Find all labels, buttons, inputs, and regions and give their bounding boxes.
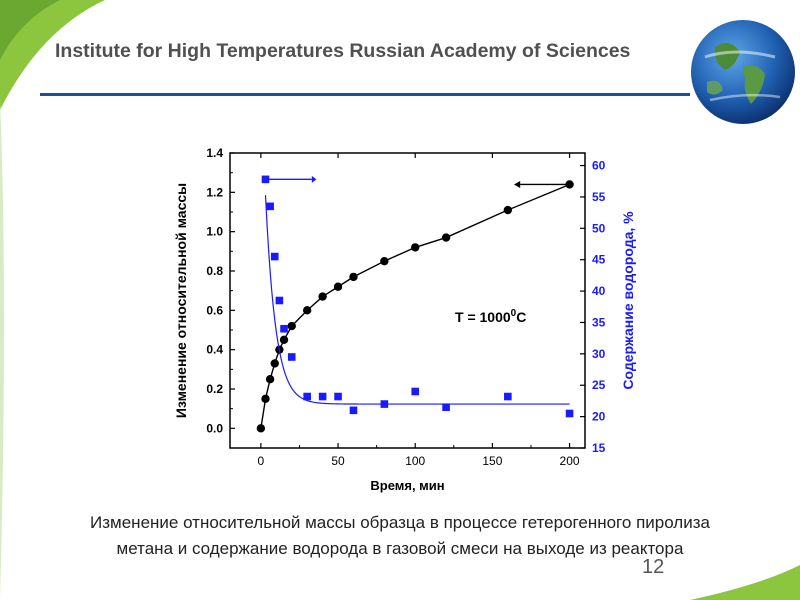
mass-data-point — [333, 282, 343, 291]
temperature-annotation: T = 10000C — [455, 308, 526, 325]
mass-data-point — [302, 306, 312, 315]
x-tick-label: 0 — [258, 454, 265, 468]
hydrogen-data-point — [270, 252, 279, 261]
y-left-tick-label: 1.0 — [206, 225, 223, 239]
y-right-tick-label: 20 — [592, 410, 606, 424]
mass-data-point — [503, 205, 513, 215]
y-left-tick-label: 0.0 — [206, 421, 223, 435]
y-left-tick-label: 1.4 — [206, 146, 223, 160]
y-left-axis-label: Изменение относительной массы — [173, 183, 189, 418]
mass-data-point — [380, 256, 389, 266]
hydrogen-data-point — [349, 406, 358, 415]
mass-data-point — [256, 424, 266, 433]
x-tick-label: 150 — [482, 454, 502, 468]
mass-data-point — [261, 394, 270, 404]
hydrogen-data-point — [266, 202, 274, 211]
header-rule — [40, 93, 690, 96]
hydrogen-data-point — [287, 353, 296, 361]
page-number: 12 — [642, 556, 665, 578]
y-right-tick-label: 45 — [592, 253, 606, 267]
x-axis-label: Время, мин — [370, 478, 444, 493]
hydrogen-data-point — [411, 387, 420, 396]
y-left-tick-label: 0.2 — [206, 382, 223, 396]
x-tick-label: 100 — [405, 454, 425, 468]
hydrogen-data-point — [275, 296, 284, 305]
y-right-tick-label: 60 — [592, 159, 606, 173]
y-right-tick-label: 55 — [592, 190, 606, 204]
hydrogen-data-point — [280, 324, 288, 333]
header-title: Institute for High Temperatures Russian … — [55, 40, 631, 62]
y-right-tick-label: 30 — [592, 347, 606, 361]
mass-data-point — [318, 292, 327, 301]
mass-data-point — [265, 374, 275, 384]
hydrogen-data-point — [504, 392, 512, 401]
y-left-tick-label: 0.8 — [206, 264, 223, 278]
hydrogen-data-point — [334, 392, 342, 401]
y-right-tick-label: 15 — [592, 441, 606, 455]
y-left-tick-label: 1.2 — [206, 185, 223, 199]
y-left-tick-label: 0.4 — [206, 343, 223, 357]
hydrogen-data-point — [442, 403, 450, 412]
caption-line-2: метана и содержание водорода в газовой с… — [116, 539, 684, 558]
mass-axis-arrowhead — [514, 180, 521, 188]
earth-globe-icon — [691, 20, 795, 124]
y-right-axis-label: Содержание водорода, % — [620, 211, 636, 390]
mass-data-point — [270, 359, 279, 368]
green-left-edge — [0, 100, 4, 600]
green-corner-swoosh — [0, 0, 105, 110]
mass-data-point — [411, 243, 420, 252]
plot-frame — [229, 152, 586, 449]
y-right-tick-label: 50 — [592, 221, 606, 235]
y-right-tick-label: 40 — [592, 284, 606, 298]
hydrogen-data-point — [303, 392, 311, 401]
y-right-tick-label: 25 — [592, 378, 606, 392]
y-left-tick-label: 0.6 — [206, 303, 223, 317]
caption: Изменение относительной массы образца в … — [20, 510, 780, 562]
hydrogen-data-point — [318, 392, 327, 401]
hydrogen-data-point — [565, 409, 574, 418]
mass-data-point — [279, 335, 289, 345]
x-tick-label: 200 — [560, 454, 580, 468]
mass-data-point — [287, 321, 296, 331]
caption-line-1: Изменение относительной массы образца в … — [90, 513, 710, 532]
green-bottom-swoosh — [690, 565, 800, 600]
mass-data-point — [349, 272, 358, 282]
mass-data-point — [441, 233, 451, 242]
hydrogen-fit-curve — [264, 195, 570, 405]
y-right-tick-label: 35 — [592, 315, 606, 329]
hydrogen-axis-arrowhead — [311, 175, 317, 183]
x-tick-label: 50 — [331, 454, 345, 468]
hydrogen-data-point — [380, 400, 389, 408]
mass-series-line — [260, 183, 570, 429]
